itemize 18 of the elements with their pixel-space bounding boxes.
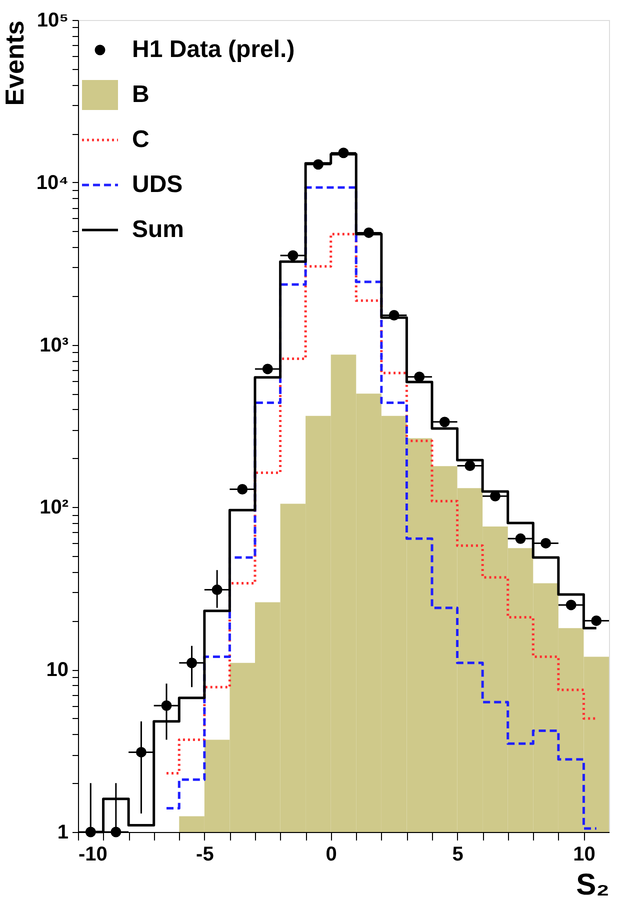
y-tick-label: 1 [57, 822, 68, 844]
legend-label: C [132, 126, 150, 153]
x-tick-label: -10 [78, 844, 108, 866]
x-tick-label: 0 [326, 844, 337, 866]
legend-label: H1 Data (prel.) [132, 36, 295, 63]
y-tick-label: 10 [46, 659, 68, 682]
legend-label: B [132, 81, 150, 108]
x-tick-label: 5 [452, 844, 464, 866]
legend-label: UDS [132, 171, 183, 198]
y-tick-label: 10⁴ [36, 172, 68, 194]
y-tick-label: 10² [40, 496, 69, 519]
y-tick-label: 10³ [40, 334, 69, 356]
y-tick-label: 10⁵ [36, 10, 68, 32]
legend-label: Sum [132, 216, 184, 243]
y-axis-title: Events [0, 20, 30, 106]
x-tick-label: -5 [196, 844, 214, 866]
x-axis-title: S₂ [576, 868, 610, 902]
x-tick-label: 10 [573, 844, 596, 866]
